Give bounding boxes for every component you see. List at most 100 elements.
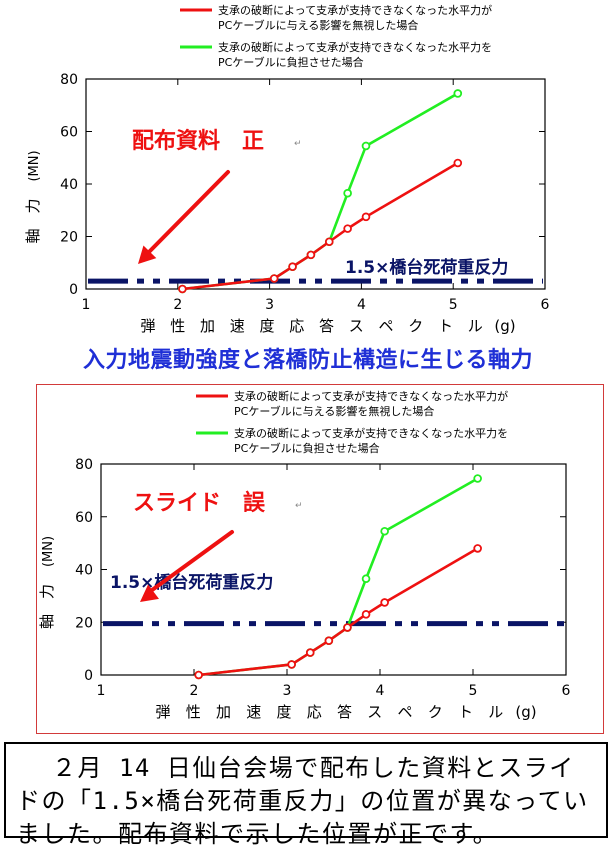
x-tick-label: 3 [283, 683, 292, 699]
y-axis-title-char: 力 [38, 584, 56, 599]
x-tick-label: 4 [376, 683, 385, 699]
x-tick-label: 5 [469, 683, 478, 699]
series-1-point [324, 237, 334, 247]
x-axis-title-char: 応 [307, 703, 322, 721]
y-tick-label: 20 [60, 230, 78, 246]
series-2-point [380, 526, 389, 536]
legend-label-2-cont: PCケーブルに負担させた場合 [218, 55, 364, 69]
reference-label: 1.5×橋台死荷重反力 [110, 572, 273, 593]
y-tick-label: 40 [60, 177, 78, 193]
correction-note: ２月 14 日仙台会場で配布した資料とスライドの「1.5×橋台死荷重反力」の位置… [4, 742, 608, 848]
legend-label-2: 支承の破断によって支承が支持できなくなった水平力を [234, 426, 508, 440]
series-line-1 [198, 547, 479, 677]
x-tick-label: 4 [357, 297, 366, 313]
series-2-point [473, 474, 482, 483]
legend-label-2: 支承の破断によって支承が支持できなくなった水平力を [218, 40, 492, 54]
chart-slide: 支承の破断によって支承が支持できなくなった水平力がPCケーブルに与える影響を無視… [38, 389, 571, 721]
series-2-point [453, 89, 463, 98]
annotation-arrow [146, 530, 234, 595]
x-axis-title-char: ス [349, 317, 364, 335]
figure-caption: 入力地震動強度と落橋防止構造に生じる軸力 [82, 348, 533, 373]
series-2-point [361, 574, 371, 584]
y-tick-label: 40 [75, 563, 93, 579]
annotation-label: 配布資料 正 [132, 128, 264, 154]
chart-distributed-material: 支承の破断によって支承が支持できなくなった水平力がPCケーブルに与える影響を無視… [24, 3, 550, 335]
x-tick-label: 2 [173, 297, 182, 313]
x-axis-title-char: 弾 [140, 317, 155, 335]
legend-label-1: 支承の破断によって支承が支持できなくなった水平力が [218, 3, 492, 17]
x-axis-title-char: 加 [216, 703, 231, 721]
y-axis-title-char: 軸 [38, 614, 56, 629]
series-1-point [269, 274, 279, 283]
series-1-point [287, 660, 296, 669]
series-2-point [361, 141, 371, 151]
reference-label: 1.5×橋台死荷重反力 [345, 257, 508, 278]
y-axis-title-unit: (MN) [27, 150, 42, 181]
x-axis-title-char: ト [458, 703, 473, 721]
series-1-point [473, 544, 482, 553]
x-tick-label: 2 [190, 683, 199, 699]
series-1-point [306, 250, 316, 260]
series-1-point [324, 636, 334, 646]
x-axis-title-char: 速 [246, 703, 261, 721]
series-1-point [361, 610, 371, 619]
x-tick-label: 6 [541, 297, 550, 313]
x-axis-title-char: ト [438, 317, 453, 335]
x-tick-label: 1 [82, 297, 91, 313]
x-axis-title-char: 弾 [155, 703, 170, 721]
slide-chart-frame [36, 384, 604, 734]
x-axis-title-char: ル [488, 703, 503, 721]
x-axis-title-char: 応 [289, 317, 304, 335]
y-tick-label: 80 [75, 457, 93, 473]
series-1-point [194, 670, 203, 680]
x-axis-title-char: 答 [337, 703, 352, 721]
x-tick-label: 3 [265, 297, 274, 313]
y-tick-label: 0 [69, 282, 78, 298]
x-tick-label: 6 [562, 683, 571, 699]
x-axis-title-char: 度 [276, 703, 291, 721]
series-1-point [380, 598, 389, 607]
series-1-point [343, 623, 352, 632]
annotation-arrowhead [140, 584, 159, 602]
y-axis-title-unit: (MN) [41, 536, 56, 567]
y-axis-title-char: 軸 [24, 228, 42, 243]
annotation-arrowhead [138, 245, 157, 264]
x-axis-title-char: ル [468, 317, 483, 335]
legend-label-1: 支承の破断によって支承が支持できなくなった水平力が [234, 389, 508, 403]
y-axis-title-char: 力 [24, 198, 42, 213]
edit-mark: ↵ [295, 501, 303, 511]
series-2-point [343, 188, 352, 198]
x-tick-label: 5 [449, 297, 458, 313]
annotation-arrow [144, 170, 230, 257]
legend-label-1-cont: PCケーブルに与える影響を無視した場合 [218, 18, 418, 32]
x-axis-title-char: ス [367, 703, 382, 721]
y-tick-label: 80 [60, 72, 78, 88]
x-axis-title-char: 度 [259, 317, 274, 335]
annotation-label: スライド 誤 [133, 490, 266, 516]
x-axis-title-char: 加 [200, 317, 215, 335]
series-1-point [305, 648, 315, 657]
x-axis-title-char: 答 [319, 317, 334, 335]
x-axis-title-char: 性 [186, 703, 201, 721]
series-1-point [453, 158, 463, 168]
series-1-point [343, 224, 352, 233]
legend-label-2-cont: PCケーブルに負担させた場合 [234, 441, 380, 455]
x-axis-title-char: ク [408, 317, 423, 335]
x-axis-title-char: 性 [170, 317, 185, 335]
x-axis-title-char: ペ [378, 317, 393, 335]
x-axis-title-char: (g) [515, 703, 536, 721]
y-tick-label: 60 [75, 510, 93, 526]
x-axis-title-char: (g) [494, 317, 515, 335]
y-tick-label: 60 [60, 125, 78, 141]
series-1-point [288, 262, 297, 271]
x-axis-title-char: 速 [230, 317, 245, 335]
edit-mark: ↵ [294, 139, 302, 149]
series-1-point [178, 284, 187, 294]
y-tick-label: 20 [75, 615, 93, 631]
legend-label-1-cont: PCケーブルに与える影響を無視した場合 [234, 404, 434, 418]
y-tick-label: 0 [84, 668, 93, 684]
series-1-point [361, 212, 371, 222]
x-axis-title-char: ク [428, 703, 443, 721]
x-tick-label: 1 [97, 683, 106, 699]
x-axis-title-char: ペ [397, 703, 412, 721]
